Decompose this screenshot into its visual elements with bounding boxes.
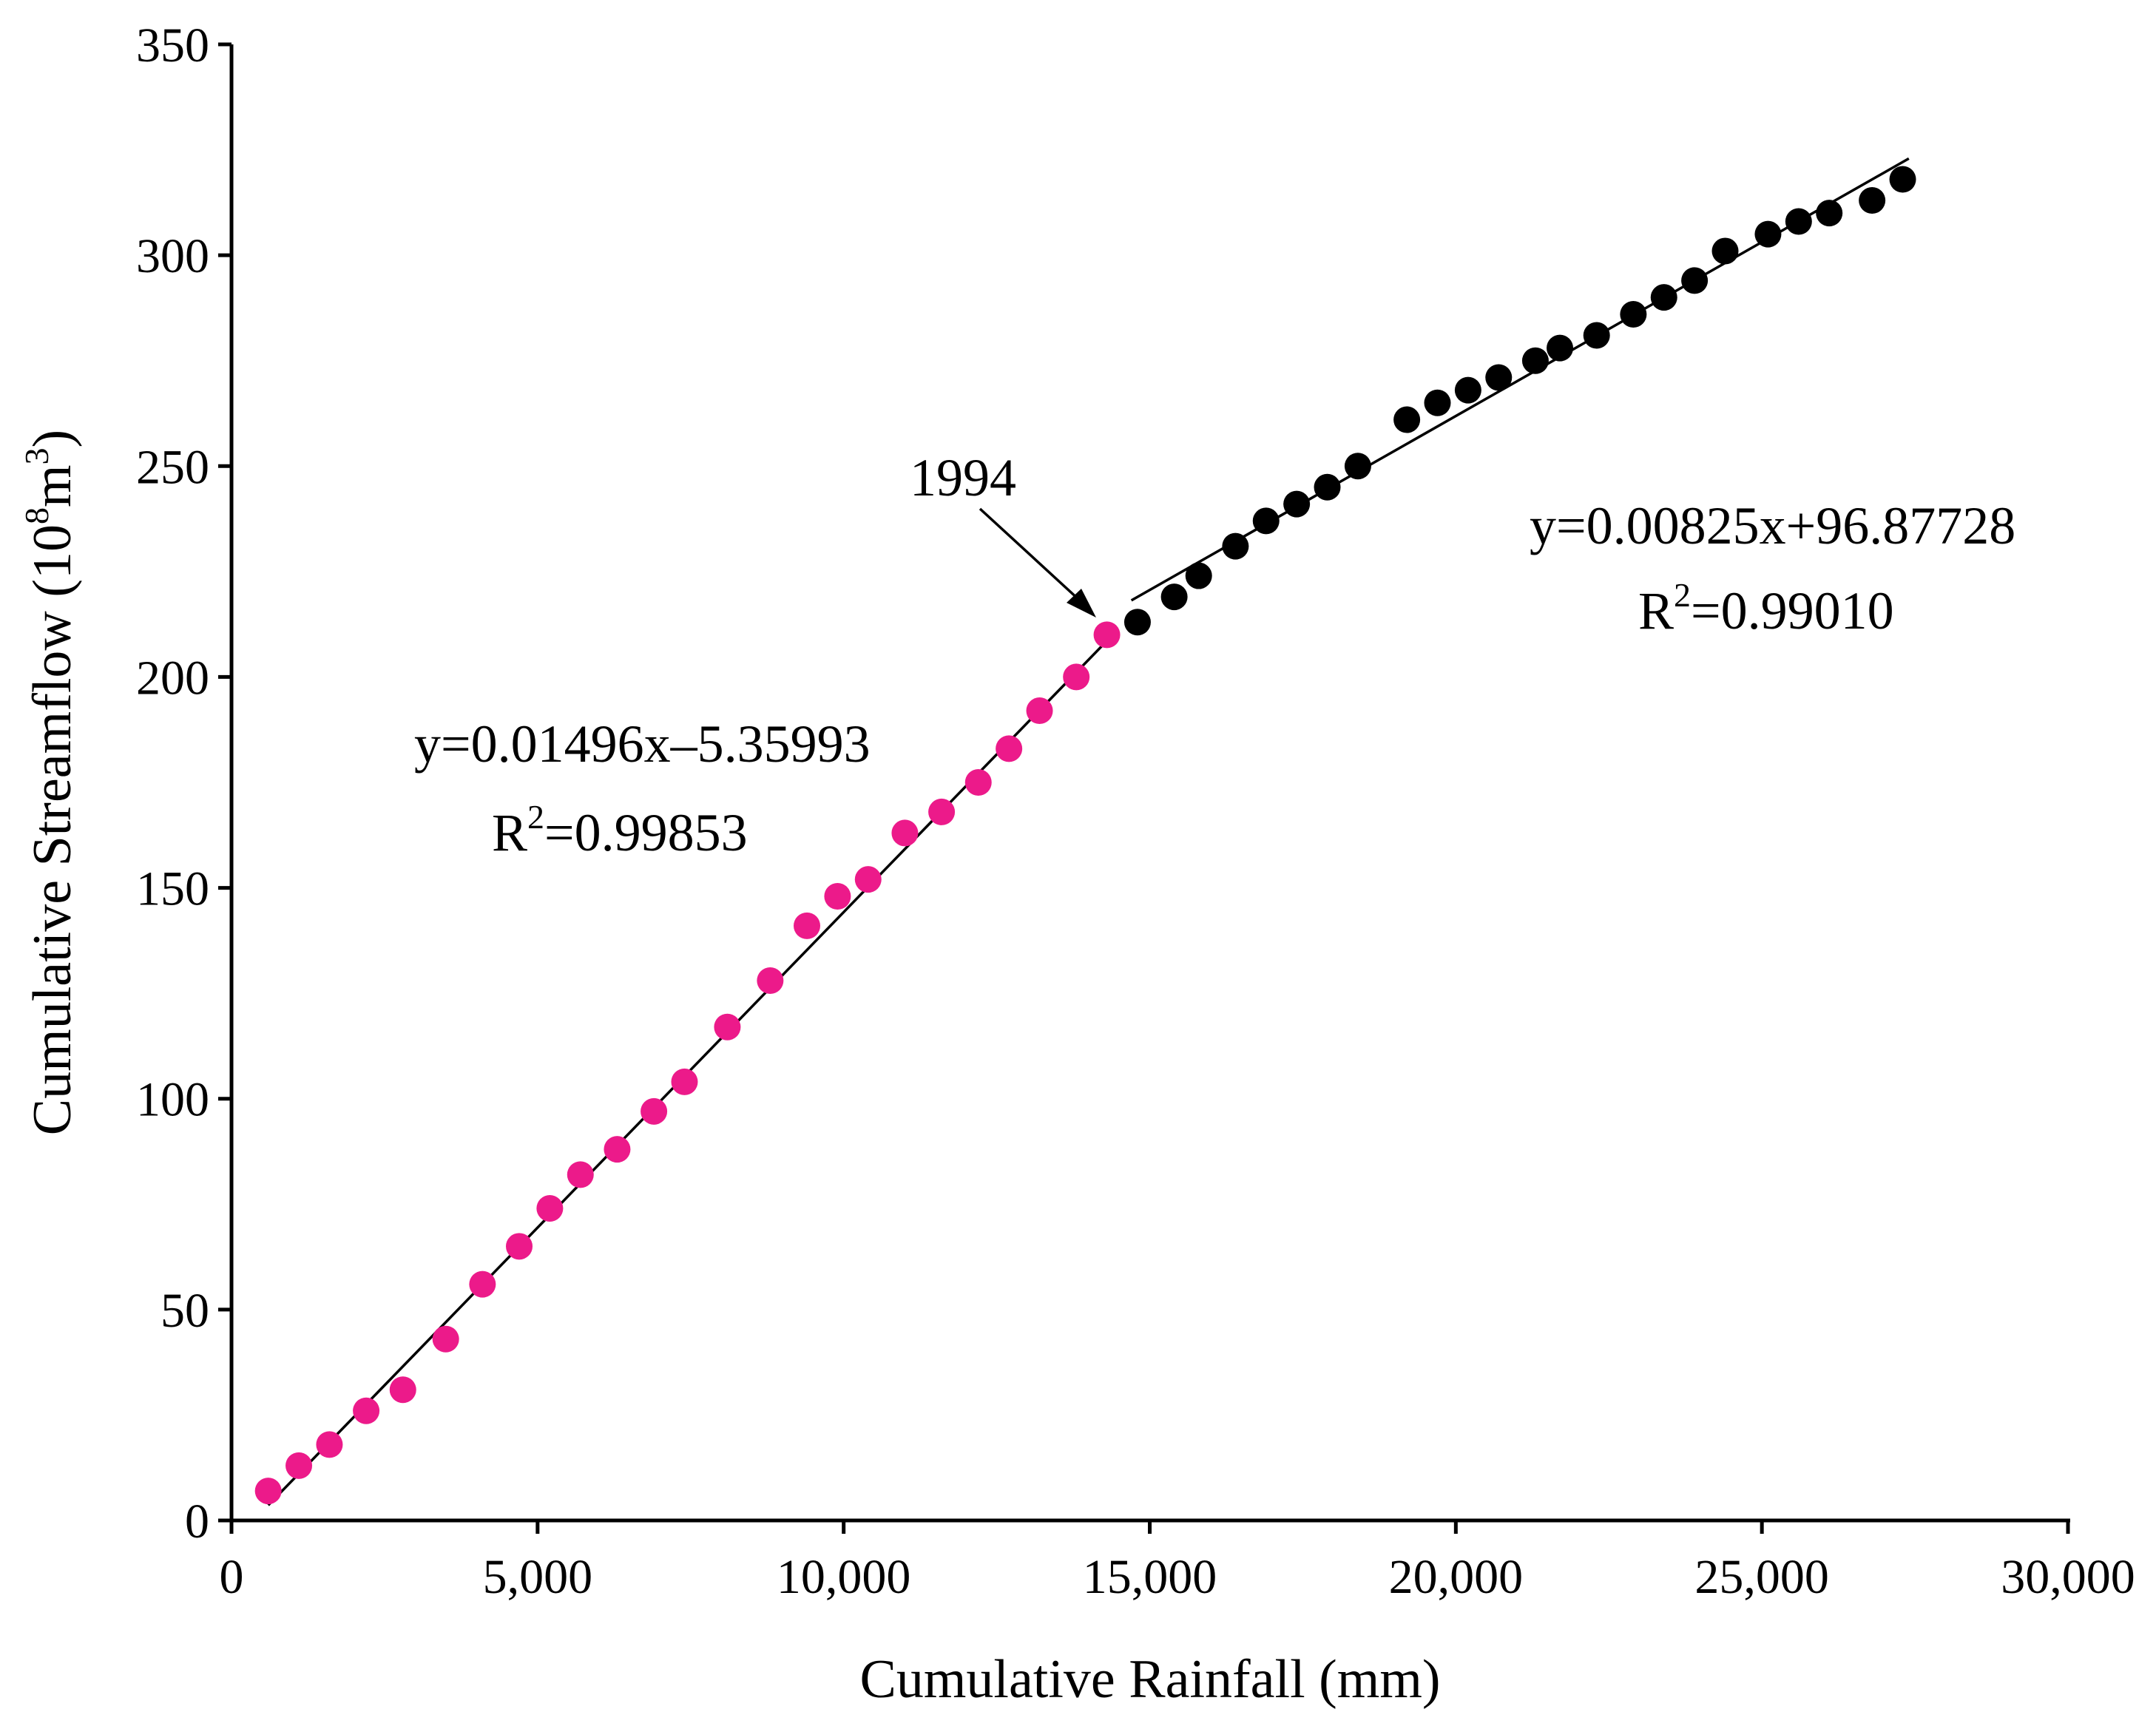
data-point-after-1994 <box>1547 334 1574 362</box>
data-point-after-1994 <box>1393 406 1421 433</box>
data-point-before-1994 <box>757 967 784 995</box>
data-point-after-1994 <box>1711 237 1739 265</box>
data-point-after-1994 <box>1314 473 1341 501</box>
fit1-r2-value: =0.99853 <box>544 803 748 862</box>
data-point-before-1994 <box>641 1097 668 1125</box>
data-point-before-1994 <box>389 1376 416 1404</box>
data-point-after-1994 <box>1185 562 1212 589</box>
y-tick-label: 50 <box>160 1284 209 1338</box>
x-tick-label: 10,000 <box>777 1550 911 1604</box>
y-tick-label: 250 <box>136 440 209 494</box>
data-point-before-1994 <box>536 1194 564 1222</box>
y-tick-label: 150 <box>136 862 209 916</box>
data-point-after-1994 <box>1620 300 1647 328</box>
y-axis-title-sup1: 8 <box>18 507 55 524</box>
fit2-r2-value: =0.99010 <box>1691 581 1894 640</box>
annotation-label: 1994 <box>910 448 1016 507</box>
data-point-before-1994 <box>353 1397 380 1424</box>
data-point-after-1994 <box>1859 187 1886 214</box>
data-point-after-1994 <box>1785 208 1812 235</box>
annotation-1994: 1994 <box>910 448 1096 618</box>
data-point-before-1994 <box>254 1478 282 1505</box>
data-point-before-1994 <box>506 1233 533 1260</box>
data-point-before-1994 <box>928 798 956 825</box>
y-ticks: 0 50 100 150 200 250 300 350 <box>136 18 232 1549</box>
data-point-after-1994 <box>1485 364 1513 391</box>
y-axis-title-mid: m <box>22 464 83 507</box>
data-point-before-1994 <box>316 1431 343 1458</box>
annotation-arrowhead <box>1067 589 1096 618</box>
y-tick-label: 0 <box>185 1495 209 1549</box>
x-tick-label: 5,000 <box>483 1550 593 1604</box>
x-ticks: 0 5,000 10,000 15,000 20,000 25,000 30,000 <box>220 1520 2135 1604</box>
y-tick-label: 300 <box>136 229 209 283</box>
fit2-r2-label: R <box>1638 581 1674 640</box>
data-point-after-1994 <box>1521 347 1549 374</box>
data-point-after-1994 <box>1583 322 1610 349</box>
data-point-before-1994 <box>604 1136 631 1163</box>
data-point-after-1994 <box>1681 267 1709 294</box>
data-point-before-1994 <box>1063 663 1090 691</box>
y-axis-title: Cumulative Streamflow (108m3) <box>18 430 83 1135</box>
data-point-after-1994 <box>1424 389 1451 416</box>
x-tick-label: 15,000 <box>1083 1550 1217 1604</box>
y-tick-label: 200 <box>136 651 209 705</box>
y-tick-label: 350 <box>136 18 209 72</box>
fit2-r2: R2=0.99010 <box>1638 576 1894 640</box>
x-tick-label: 0 <box>220 1550 244 1604</box>
data-point-after-1994 <box>1650 284 1677 311</box>
data-point-before-1994 <box>996 735 1023 762</box>
data-point-after-1994 <box>1344 453 1371 480</box>
data-point-after-1994 <box>1123 609 1151 636</box>
data-point-before-1994 <box>714 1013 741 1041</box>
data-point-after-1994 <box>1160 583 1188 611</box>
data-point-before-1994 <box>432 1325 459 1353</box>
data-point-after-1994 <box>1816 200 1843 227</box>
y-tick-label: 100 <box>136 1073 209 1127</box>
data-point-before-1994 <box>891 819 919 847</box>
data-point-after-1994 <box>1283 490 1311 518</box>
fit1-r2: R2=0.99853 <box>492 798 748 862</box>
fit1-r2-label: R <box>492 803 527 862</box>
data-point-before-1994 <box>964 769 992 796</box>
x-tick-label: 25,000 <box>1694 1550 1829 1604</box>
fit1-equation: y=0.01496x–5.35993 <box>414 714 871 774</box>
x-axis-title: Cumulative Rainfall (mm) <box>859 1649 1440 1710</box>
data-point-before-1994 <box>567 1161 594 1188</box>
data-point-after-1994 <box>1754 220 1782 248</box>
fit2-equation: y=0.00825x+96.87728 <box>1530 496 2015 555</box>
data-point-after-1994 <box>1222 532 1249 560</box>
data-point-before-1994 <box>854 866 882 893</box>
data-points <box>254 166 1916 1505</box>
data-point-before-1994 <box>671 1068 698 1095</box>
data-point-after-1994 <box>1454 376 1481 404</box>
x-tick-label: 30,000 <box>2001 1550 2135 1604</box>
annotation-arrow-line <box>979 507 1081 602</box>
x-tick-label: 20,000 <box>1389 1550 1524 1604</box>
data-point-before-1994 <box>285 1452 313 1479</box>
y-axis-title-sup2: 3 <box>18 447 55 464</box>
fit1-r2-sup: 2 <box>527 798 544 836</box>
data-point-before-1994 <box>469 1270 496 1298</box>
data-point-before-1994 <box>794 912 821 939</box>
data-point-after-1994 <box>1252 507 1280 535</box>
y-axis-title-end: ) <box>22 430 83 448</box>
data-point-before-1994 <box>1026 697 1053 725</box>
y-axis-title-main: Cumulative Streamflow (10 <box>22 524 83 1135</box>
data-point-after-1994 <box>1889 166 1916 193</box>
fit2-r2-sup: 2 <box>1674 576 1691 614</box>
data-point-before-1994 <box>824 882 851 910</box>
data-point-before-1994 <box>1093 621 1121 649</box>
